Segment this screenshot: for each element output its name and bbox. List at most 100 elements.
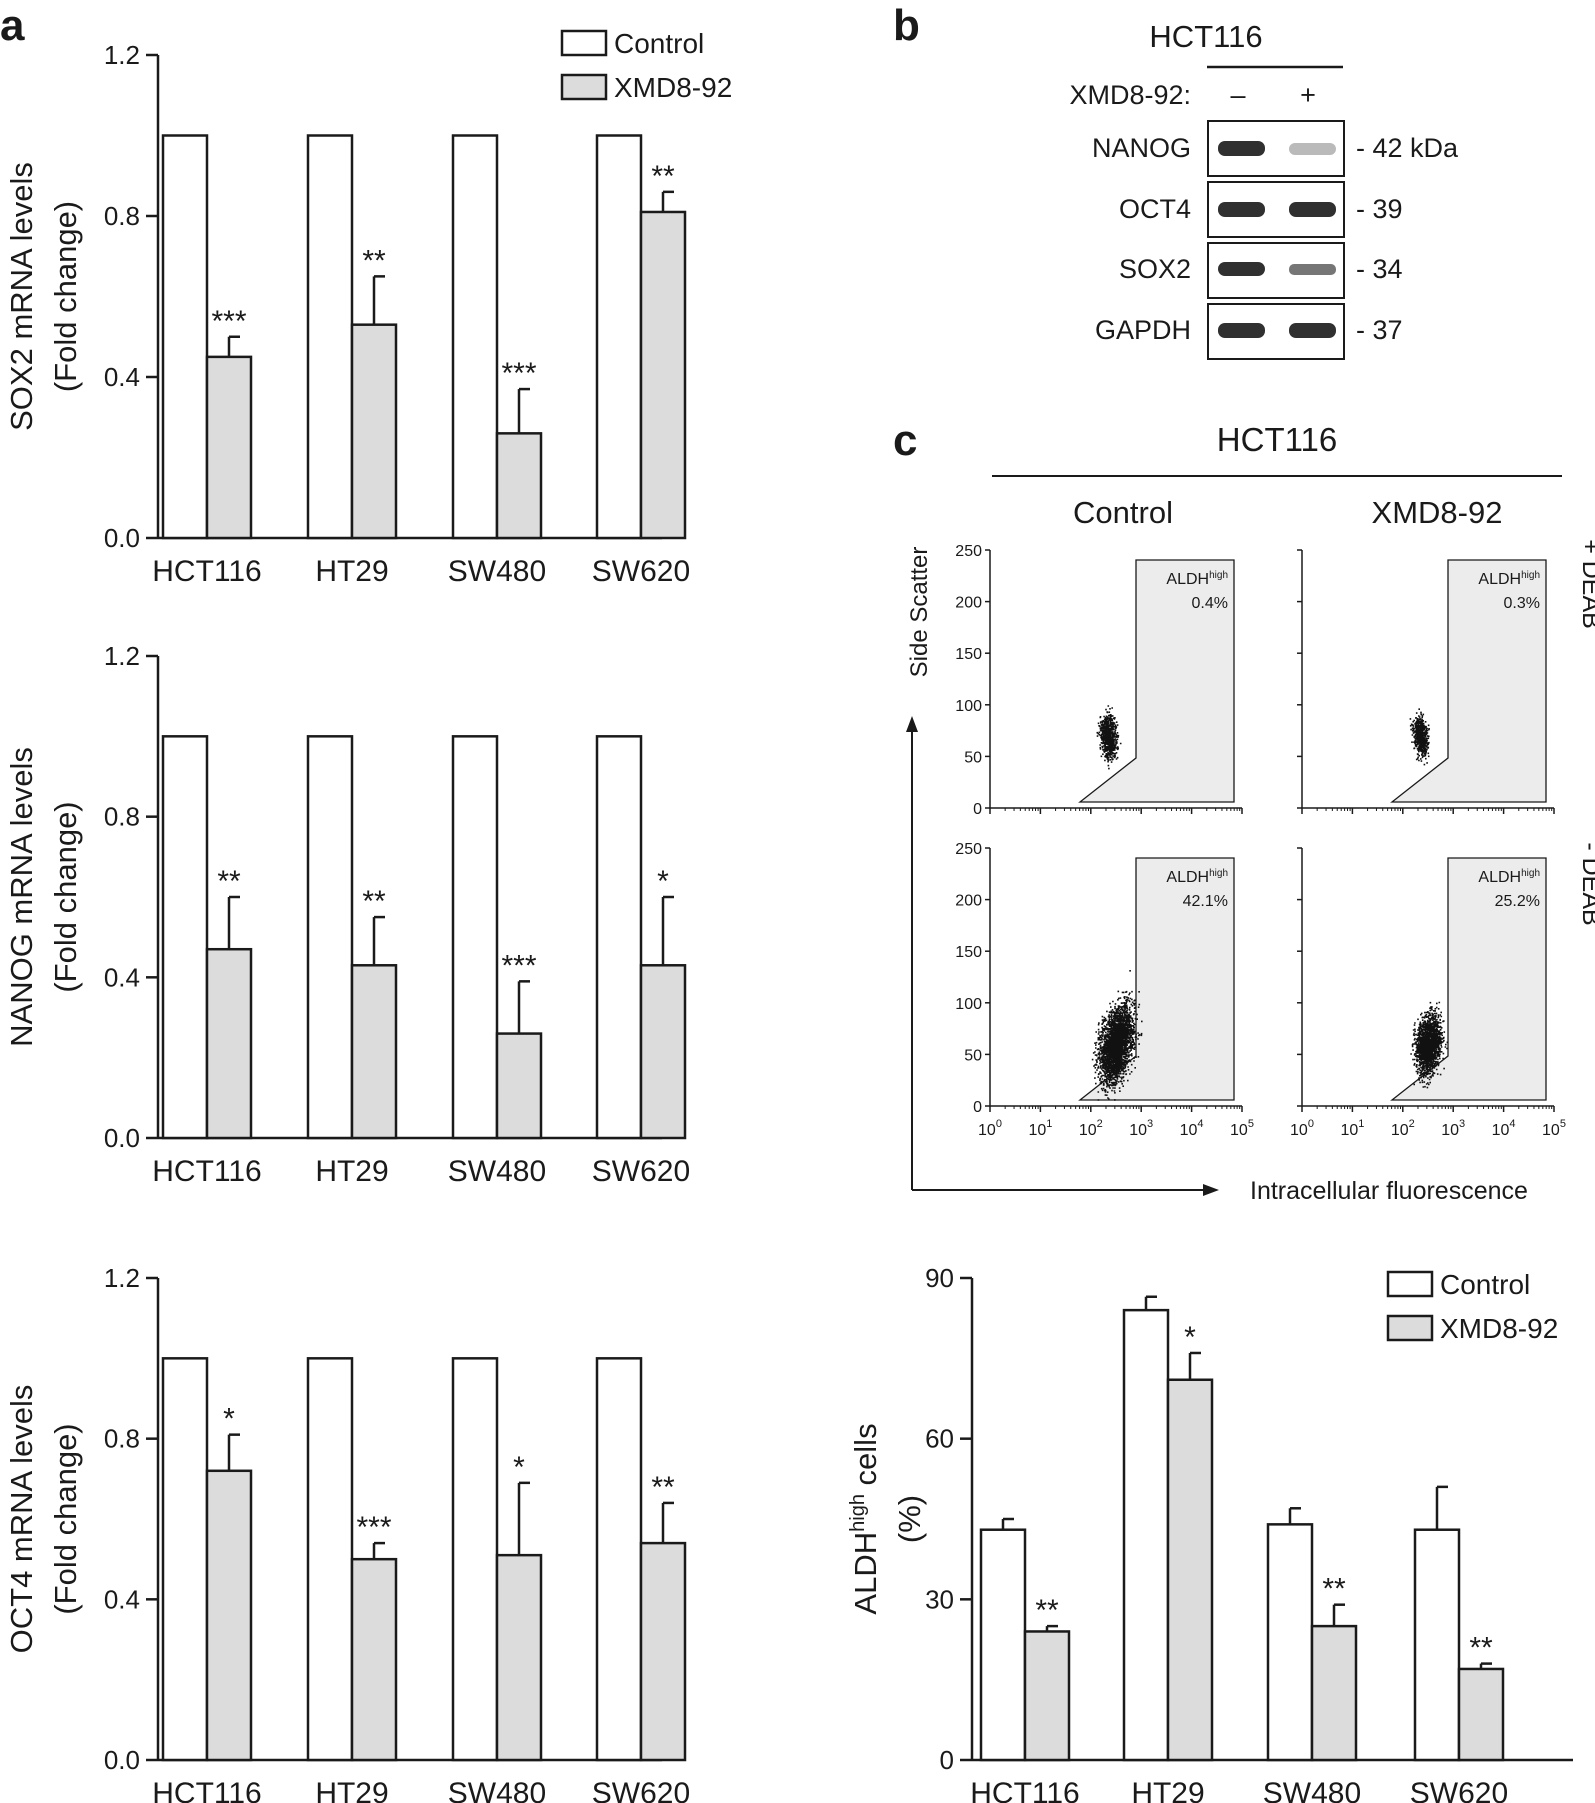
- significance-label: *: [1184, 1321, 1196, 1354]
- fc-gate-label: ALDHhigh: [1166, 570, 1228, 588]
- y-tick-label: 1.2: [104, 641, 140, 671]
- panel-label-c: c: [893, 416, 917, 465]
- fc-y-label: Side Scatter: [906, 547, 933, 678]
- fc-y-tick-label: 250: [955, 841, 982, 858]
- wb-band-nanog-control: [1218, 141, 1265, 156]
- wb-lane-minus: –: [1230, 80, 1245, 110]
- y-tick-label: 0.8: [104, 802, 140, 832]
- flow-cytometry: HCT116 Control XMD8-92 + DEAB - DEAB Sid…: [906, 421, 1595, 1205]
- legend-label: Control: [1440, 1269, 1530, 1300]
- fc-plot-r0-c0: 0 50 100 150 200 250 ALDHhigh 0.4%: [955, 543, 1243, 818]
- fc-y-arrowhead: [906, 716, 918, 732]
- bar-treated: [1166, 1378, 1214, 1762]
- y-axis-label: OCT4 mRNA levels: [4, 1385, 39, 1654]
- bar-treated: [639, 210, 687, 540]
- significance-label: **: [651, 1471, 675, 1504]
- fc-y-tick-label: 0: [973, 1099, 982, 1116]
- bar-control: [161, 134, 209, 540]
- y-axis-label: NANOG mRNA levels: [4, 747, 39, 1047]
- wb-band-oct4-treated: [1289, 202, 1336, 217]
- legend-swatch: [560, 29, 608, 57]
- y-tick-label: 0.4: [104, 1584, 140, 1614]
- bar-treated: [350, 964, 398, 1140]
- y-tick-label: 1.2: [104, 40, 140, 70]
- fc-x-tick-label: 104: [1180, 1118, 1204, 1139]
- y-axis-label-unit: (Fold change): [48, 1423, 83, 1614]
- fc-plot-r1-c0: 0 50 100 150 200 250 100 101 102 103 104 105 ALDHhig…: [955, 841, 1254, 1139]
- aldh-bar-chart: 0 30 60 90 ** HCT116 * HT29 ** SW480 ** SW620 ALDHhi…: [847, 1263, 1573, 1803]
- y-tick-label: 0.8: [104, 201, 140, 231]
- fc-y-tick-label: 150: [955, 944, 982, 961]
- panel-label-a: a: [0, 1, 25, 50]
- oct4-bar-chart: 0.0 0.4 0.8 1.2 * HCT116 *** HT29 * SW480 ** SW620 O…: [4, 1263, 690, 1803]
- fc-y-tick-label: 200: [955, 595, 982, 612]
- fc-x-tick-label: 100: [1290, 1118, 1314, 1139]
- bar-control: [306, 134, 354, 540]
- fc-cell-line: HCT116: [1217, 421, 1337, 458]
- significance-label: ***: [356, 1511, 391, 1544]
- bar-treated: [639, 1541, 687, 1762]
- fc-scatter-cloud: [1409, 708, 1430, 766]
- fc-x-tick-label: 101: [1340, 1118, 1364, 1139]
- category-label: SW620: [592, 1777, 690, 1803]
- wb-cell-line: HCT116: [1149, 19, 1262, 54]
- fc-x-tick-label: 102: [1079, 1118, 1103, 1139]
- y-axis-label-unit: (Fold change): [48, 801, 83, 992]
- legend-swatch: [1386, 1314, 1434, 1342]
- fc-y-tick-label: 0: [973, 801, 982, 818]
- wb-protein-oct4: OCT4: [1119, 194, 1191, 224]
- significance-label: **: [217, 865, 241, 898]
- nanog-bar-chart: 0.0 0.4 0.8 1.2 ** HCT116 ** HT29 *** SW480 * SW620…: [4, 641, 690, 1188]
- fc-gate-label: ALDHhigh: [1166, 868, 1228, 886]
- legend-label: Control: [614, 28, 704, 59]
- category-label: SW480: [1263, 1777, 1361, 1803]
- wb-size-sox2: - 34: [1356, 254, 1403, 284]
- fc-col-control: Control: [1073, 495, 1173, 530]
- legend-swatch: [560, 73, 608, 101]
- category-label: SW480: [448, 1777, 546, 1803]
- wb-band-gapdh-control: [1218, 323, 1265, 338]
- bar-control: [306, 1357, 354, 1762]
- significance-label: ***: [501, 949, 536, 982]
- fc-y-tick-label: 50: [964, 1047, 982, 1064]
- significance-label: **: [1035, 1594, 1059, 1627]
- western-blot: HCT116 XMD8-92: – + NANOG - 42 kDa OCT4 …: [1069, 19, 1459, 360]
- y-tick-label: 0: [940, 1745, 954, 1775]
- wb-band-sox2-treated: [1289, 264, 1336, 275]
- y-axis-label-unit: (%): [892, 1495, 927, 1543]
- fc-y-tick-label: 200: [955, 893, 982, 910]
- y-tick-label: 0.4: [104, 362, 140, 392]
- fc-gate: [1078, 559, 1235, 803]
- significance-label: **: [362, 885, 386, 918]
- fc-x-arrowhead: [1203, 1184, 1219, 1196]
- category-label: HT29: [315, 1155, 388, 1188]
- fc-x-tick-label: 101: [1028, 1118, 1052, 1139]
- fc-x-label: Intracellular fluorescence: [1250, 1177, 1528, 1205]
- fc-plot-grid: 0 50 100 150 200 250 ALDHhigh 0.4% ALDHhigh 0.3% 0…: [955, 543, 1566, 1139]
- bar-control: [595, 735, 643, 1140]
- y-tick-label: 0.0: [104, 1745, 140, 1775]
- bar-control: [161, 735, 209, 1140]
- significance-label: *: [657, 865, 669, 898]
- bar-treated: [205, 355, 253, 540]
- fc-y-tick-label: 100: [955, 698, 982, 715]
- y-tick-label: 30: [925, 1584, 954, 1614]
- bar-treated: [1457, 1667, 1505, 1762]
- bar-treated: [205, 947, 253, 1140]
- fc-x-tick-label: 105: [1230, 1118, 1254, 1139]
- fc-gate-percent: 42.1%: [1183, 893, 1228, 910]
- legend-label: XMD8-92: [1440, 1313, 1558, 1344]
- bar-control: [595, 134, 643, 540]
- y-tick-label: 60: [925, 1424, 954, 1454]
- bar-treated: [1023, 1630, 1071, 1762]
- legend-swatch: [1386, 1270, 1434, 1298]
- fc-x-tick-label: 103: [1129, 1118, 1153, 1139]
- fc-col-xmd: XMD8-92: [1372, 495, 1503, 530]
- fc-y-tick-label: 50: [964, 749, 982, 766]
- bar-treated: [495, 1032, 543, 1140]
- fc-x-tick-label: 103: [1441, 1118, 1465, 1139]
- wb-band-nanog-treated: [1289, 143, 1336, 155]
- category-label: SW620: [592, 1155, 690, 1188]
- y-tick-label: 1.2: [104, 1263, 140, 1293]
- bar-control: [161, 1357, 209, 1762]
